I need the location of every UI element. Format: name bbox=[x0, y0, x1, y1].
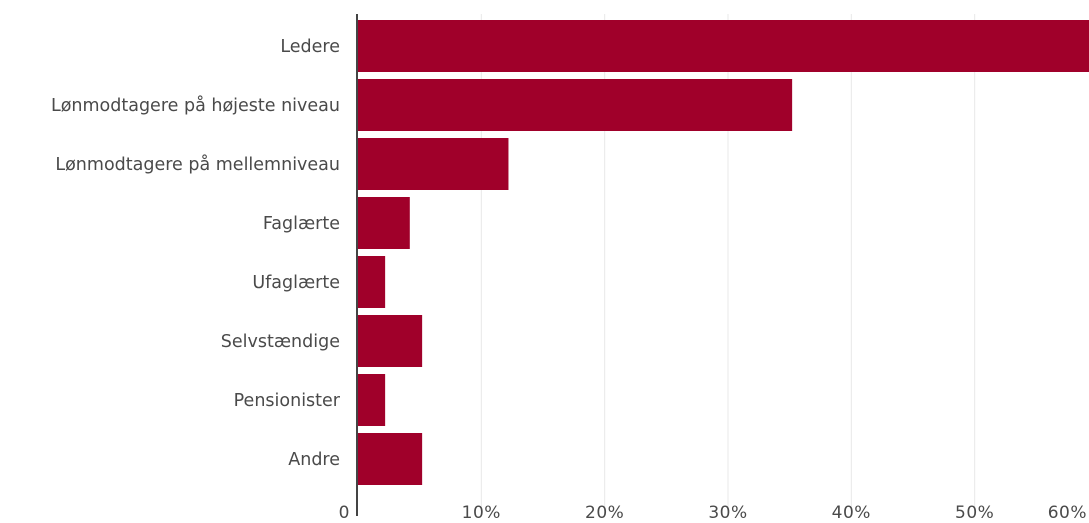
bar bbox=[358, 197, 410, 249]
x-tick-label: 20% bbox=[585, 503, 624, 519]
x-tick-label: 30% bbox=[708, 503, 747, 519]
category-label: Lønmodtagere på højeste niveau bbox=[51, 95, 340, 116]
category-label: Selvstændige bbox=[221, 332, 340, 352]
category-label: Ledere bbox=[280, 37, 340, 57]
x-tick-label: 50% bbox=[955, 503, 994, 519]
bars bbox=[358, 20, 1089, 485]
bar bbox=[358, 138, 508, 190]
bar bbox=[358, 256, 385, 308]
category-label: Pensionister bbox=[234, 391, 341, 411]
bar bbox=[358, 315, 422, 367]
category-label: Ufaglærte bbox=[252, 273, 340, 293]
x-tick-label: 40% bbox=[832, 503, 871, 519]
x-tick-label: 60% bbox=[1048, 503, 1087, 519]
category-label: Lønmodtagere på mellemniveau bbox=[55, 154, 340, 175]
bar bbox=[358, 374, 385, 426]
x-tick-label: 0 bbox=[339, 503, 350, 519]
bar bbox=[358, 79, 792, 131]
x-tick-label: 10% bbox=[462, 503, 501, 519]
bar bbox=[358, 433, 422, 485]
x-tick-labels: 0 10% 20% 30% 40% 50% 60% bbox=[339, 503, 1087, 519]
category-labels: Ledere Lønmodtagere på højeste niveau Lønm… bbox=[51, 37, 341, 470]
bar bbox=[358, 20, 1089, 72]
category-label: Faglærte bbox=[263, 214, 340, 234]
category-label: Andre bbox=[288, 450, 340, 470]
